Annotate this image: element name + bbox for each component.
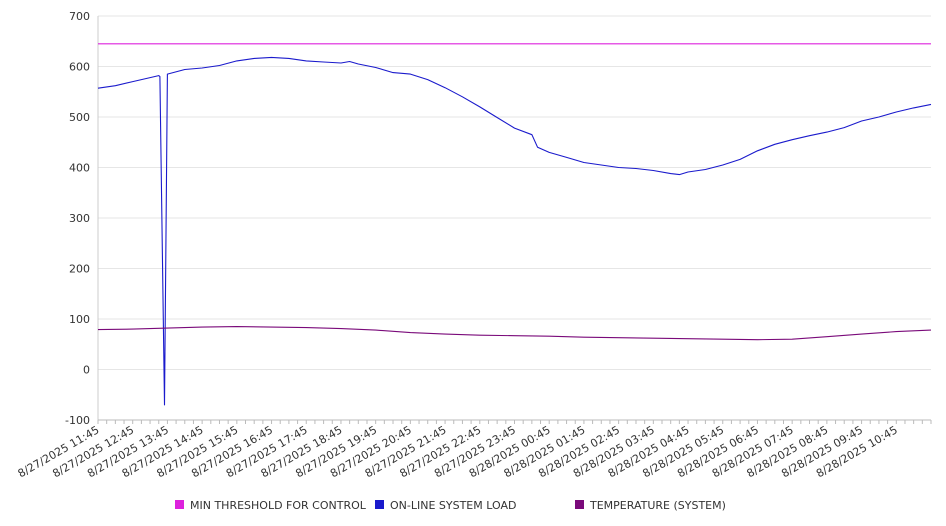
y-tick-label: -100 [65, 414, 90, 427]
grid-lines [98, 15, 931, 421]
legend: MIN THRESHOLD FOR CONTROL ON-LINE SYSTEM … [175, 499, 726, 512]
y-tick-label: 500 [69, 111, 90, 124]
y-tick-labels: -100 0 100 200 300 400 500 600 700 [65, 10, 90, 427]
series-lines [97, 43, 932, 406]
series-line-2 [97, 326, 932, 341]
legend-swatch [375, 500, 384, 509]
y-tick-label: 200 [69, 263, 90, 276]
legend-label: ON-LINE SYSTEM LOAD [390, 499, 516, 512]
y-tick-label: 700 [69, 10, 90, 23]
legend-swatch [175, 500, 184, 509]
y-tick-label: 0 [83, 364, 90, 377]
y-tick-label: 100 [69, 313, 90, 326]
series-line-1 [97, 56, 932, 406]
legend-swatch [575, 500, 584, 509]
y-tick-label: 600 [69, 61, 90, 74]
y-tick-label: 400 [69, 162, 90, 175]
axes [97, 16, 932, 424]
y-tick-label: 300 [69, 212, 90, 225]
x-tick-labels: 8/27/2025 11:458/27/2025 12:458/27/2025 … [16, 423, 900, 480]
legend-label: TEMPERATURE (SYSTEM) [589, 499, 726, 512]
legend-label: MIN THRESHOLD FOR CONTROL [190, 499, 367, 512]
